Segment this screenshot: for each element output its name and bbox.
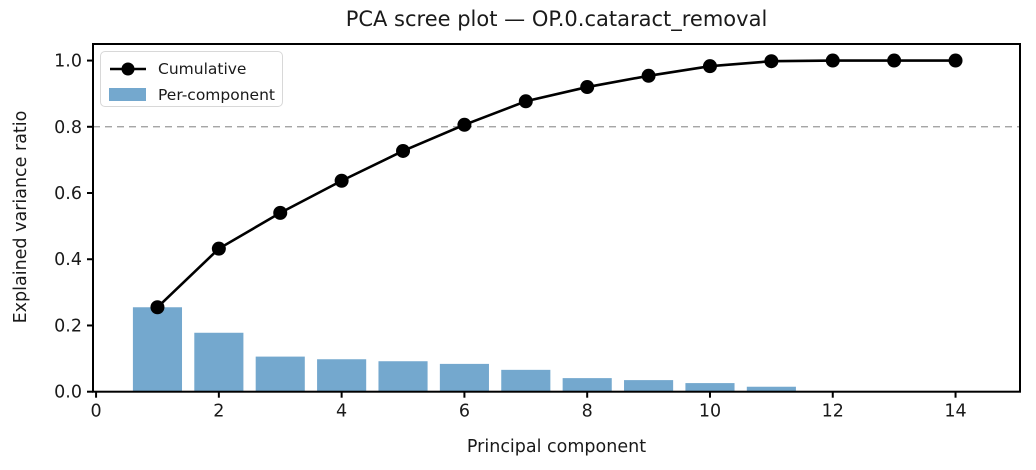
bar-pc2 [194, 332, 244, 392]
y-tick-label: 0.2 [54, 316, 82, 336]
y-tick-label: 0.8 [54, 118, 82, 138]
y-tick-label: 0.6 [54, 184, 82, 204]
y-tick-label: 0.0 [54, 383, 82, 403]
legend: Cumulative Per-component [100, 51, 283, 107]
per-component-swatch-icon [109, 88, 146, 102]
bar-pc10 [685, 383, 735, 392]
cumulative-marker-pc7 [518, 94, 533, 109]
legend-label-per-component: Per-component [158, 85, 275, 104]
x-tick-label: 10 [699, 402, 721, 422]
y-tick-label: 1.0 [54, 52, 82, 72]
bar-pc5 [378, 361, 428, 392]
bar-pc8 [562, 378, 612, 392]
cumulative-marker-pc11 [764, 54, 779, 69]
legend-item-cumulative: Cumulative [109, 58, 282, 81]
bar-pc4 [317, 359, 367, 392]
x-tick-label: 6 [459, 402, 470, 422]
bar-pc1 [132, 307, 183, 392]
cumulative-line [156, 59, 956, 309]
bar-pc11 [746, 386, 796, 392]
bar-pc6 [439, 363, 489, 392]
cumulative-marker-pc6 [457, 117, 472, 132]
bar-pc7 [501, 369, 551, 392]
cumulative-marker-pc2 [211, 241, 226, 256]
x-tick-label: 0 [90, 402, 101, 422]
cumulative-marker-pc3 [273, 205, 288, 220]
axes-frame [92, 43, 1021, 393]
x-tick-label: 8 [582, 402, 593, 422]
x-tick-label: 2 [213, 402, 224, 422]
cumulative-marker-pc4 [334, 173, 349, 188]
cumulative-marker-pc13 [887, 53, 902, 68]
bar-pc3 [255, 356, 305, 392]
cumulative-marker-pc12 [825, 53, 840, 68]
x-axis-title: Principal component [466, 437, 647, 457]
cumulative-marker-pc10 [702, 59, 717, 74]
x-tick-label: 4 [336, 402, 347, 422]
bar-pc9 [624, 380, 674, 392]
y-tick-label: 0.4 [54, 250, 82, 270]
x-tick-label: 12 [822, 402, 844, 422]
y-axis-title: Explained variance ratio [11, 110, 31, 324]
cumulative-marker-pc1 [150, 300, 165, 315]
legend-item-per-component: Per-component [109, 84, 282, 107]
chart-title: PCA scree plot — OP.0.cataract_removal [345, 7, 768, 31]
cumulative-marker-pc9 [641, 68, 656, 83]
cumulative-marker-pc5 [396, 143, 411, 158]
cumulative-line-marker-icon [109, 61, 149, 77]
cumulative-marker-pc8 [580, 80, 595, 95]
cumulative-marker-pc14 [948, 53, 963, 68]
legend-label-cumulative: Cumulative [158, 60, 247, 79]
x-tick-label: 14 [944, 402, 966, 422]
